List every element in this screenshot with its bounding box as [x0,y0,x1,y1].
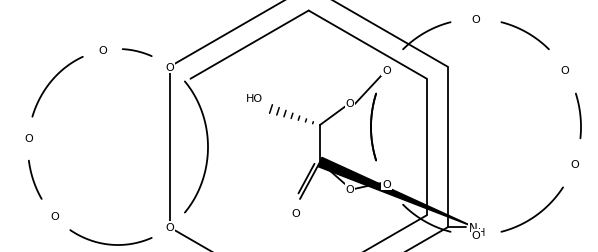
Text: O: O [472,230,480,240]
Text: O: O [561,66,569,75]
Text: O: O [383,179,391,190]
Text: O: O [292,208,300,218]
Text: H: H [478,227,486,237]
Text: O: O [346,99,355,109]
Text: O: O [98,46,107,56]
Text: O: O [383,66,391,75]
Text: O: O [570,159,579,169]
Text: HO: HO [246,94,263,104]
Text: O: O [24,134,33,144]
Polygon shape [318,158,475,227]
Text: O: O [346,184,355,194]
Text: O: O [472,15,480,25]
Text: O: O [50,211,59,222]
Text: O: O [165,62,174,72]
Text: O: O [383,179,391,190]
Text: N: N [469,221,478,234]
Text: O: O [165,223,174,232]
